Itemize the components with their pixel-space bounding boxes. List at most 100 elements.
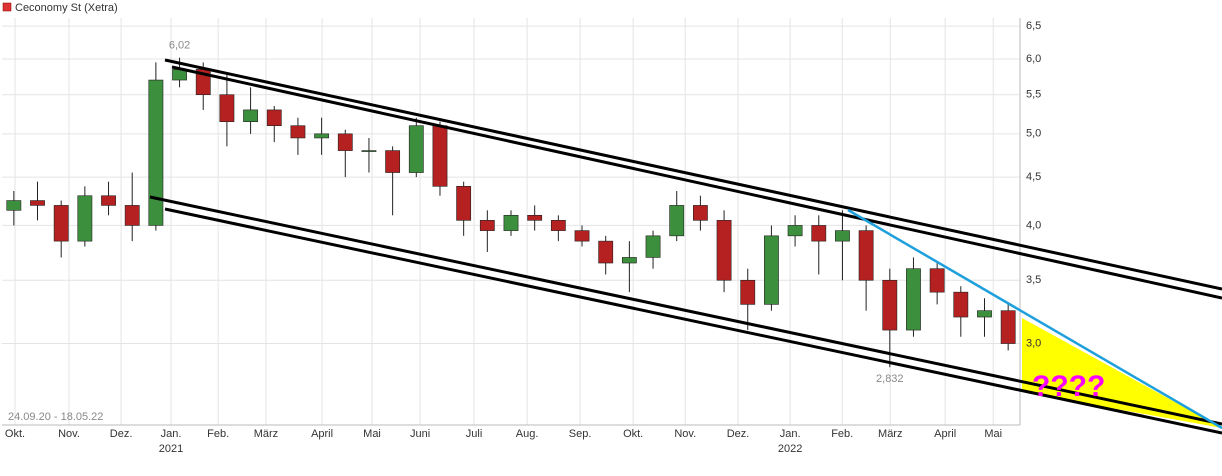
trend-line [847,208,1222,430]
candle-body [219,94,235,122]
candle [550,215,566,242]
candle-body [645,235,661,258]
candle-body [835,230,850,242]
candle-body [243,109,258,122]
x-tick-label: Feb. [207,428,229,440]
candle-body [6,200,22,211]
x-tick-label: Sep. [569,428,592,440]
candle-body [77,195,93,242]
candle [740,268,756,331]
candle [503,210,519,236]
candle-body [598,240,614,264]
candle [527,205,543,231]
candle-body [314,133,330,139]
candle [977,298,992,337]
y-tick-label: 6,5 [1026,20,1041,32]
candle [858,225,874,311]
candle [929,263,945,305]
candle [574,225,590,247]
candle-body [290,125,306,139]
candle-body [621,257,637,264]
candle-body [53,205,69,242]
candle-body [716,220,732,281]
candle-body [101,195,116,206]
y-tick-label: 5,5 [1026,89,1041,101]
candle-body [574,230,590,242]
channel-line [171,65,1222,300]
candle [1000,304,1016,351]
x-tick-label: April [934,428,956,440]
candle [6,191,22,226]
legend-swatch [2,2,12,12]
candle-body [503,214,519,231]
x-tick-label: Mai [363,428,381,440]
candle [101,181,116,216]
x-tick-label: Mai [984,428,1002,440]
x-tick-label: April [311,428,333,440]
candle [314,117,330,155]
candle [692,195,708,231]
x-tick-label: Nov. [674,428,696,440]
x-tick-label: März [254,428,278,440]
candle-body [787,225,803,237]
candle [243,87,258,134]
candle [408,117,424,178]
candle-body [882,279,898,331]
candle-body [148,79,164,226]
x-tick-label: Okt. [5,428,25,440]
annotation: ???? [1032,370,1105,403]
y-tick-label: 5,0 [1026,128,1041,140]
candle [621,241,637,293]
y-tick-label: 4,5 [1026,171,1041,183]
candle [906,257,921,337]
candle-body [692,205,708,221]
x-tick-label: Aug. [516,428,539,440]
year-label: 2021 [159,443,183,455]
candle [385,146,401,216]
y-tick-label: 4,0 [1026,219,1041,231]
candle-body [858,230,874,281]
candle [337,129,353,178]
x-tick-label: Dez. [110,428,133,440]
candle [53,200,69,258]
candle [432,121,448,196]
candle [124,172,140,242]
channel-line [149,195,1222,426]
candle [835,210,850,281]
candle [764,225,779,311]
max-label: 6,02 [169,40,190,52]
candle-body [408,125,424,173]
candle-body [1000,310,1016,344]
candle-body [906,268,921,331]
y-tick-label: 3,0 [1026,337,1041,349]
candle-body [929,268,945,293]
candle-body [266,109,282,127]
x-tick-label: Okt. [623,428,643,440]
channel-line [164,58,1222,291]
candle [30,181,45,221]
candle-body [669,205,685,237]
candle-body [764,235,779,305]
candle-body [740,279,756,305]
date-range: 24.09.20 - 18.05.22 [8,411,103,423]
candle [598,235,614,275]
candle [645,230,661,269]
candle [148,62,164,231]
candle-body [479,220,495,231]
candle [219,72,235,147]
candle [953,286,969,337]
candle [77,186,93,247]
candle [290,117,306,155]
min-label: 2,832 [876,373,904,385]
candle-body [30,200,45,206]
candle-body [361,150,377,152]
candle-body [977,310,992,318]
legend-label: Ceconomy St (Xetra) [15,2,118,14]
candle-body [432,125,448,187]
y-tick-label: 3,5 [1026,274,1041,286]
candle-body [527,214,543,221]
candle [787,215,803,247]
year-label: 2022 [778,443,802,455]
x-tick-label: Jan. [161,428,182,440]
